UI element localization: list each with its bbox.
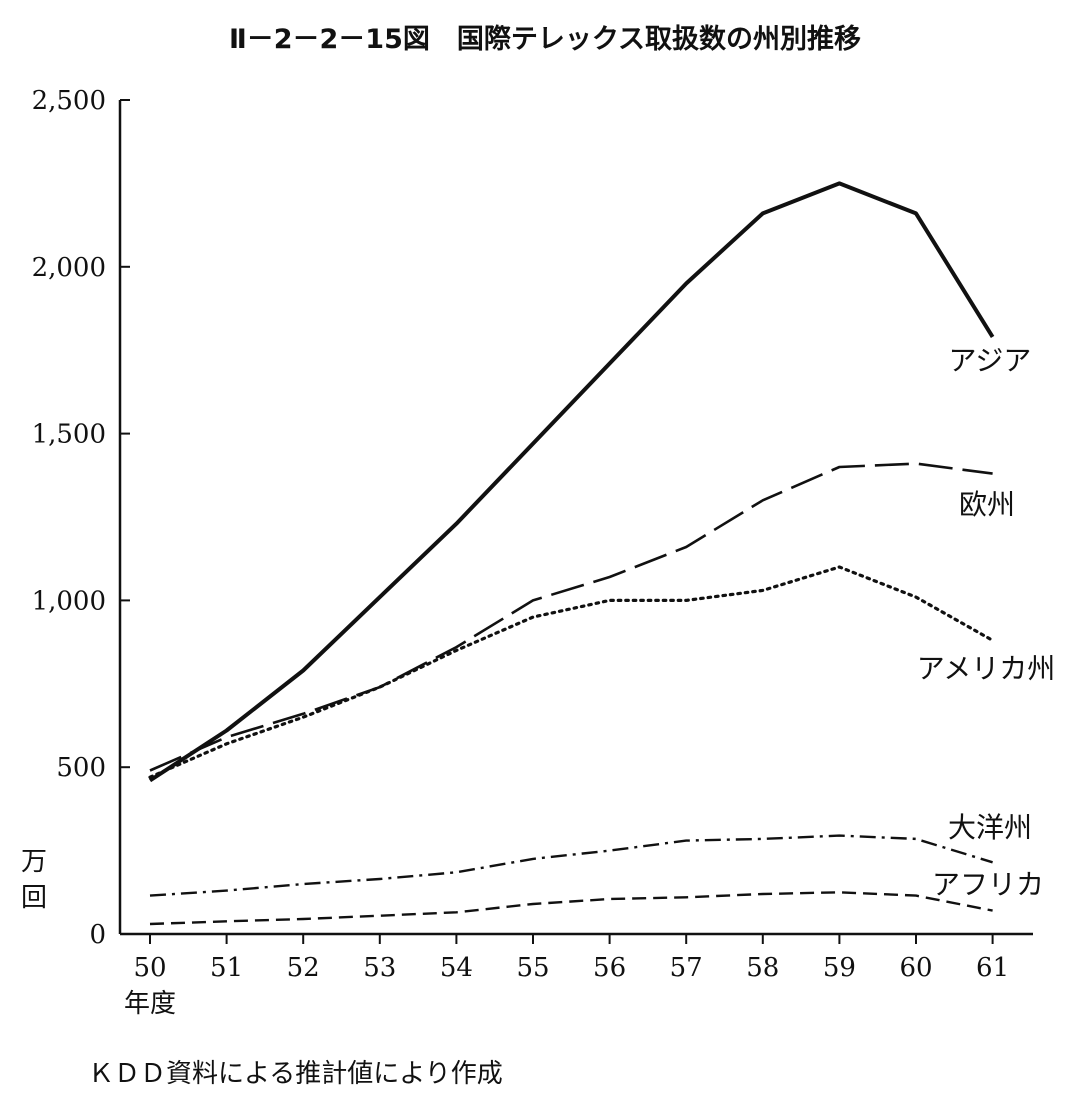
series-label-5: アフリカ (932, 868, 1044, 901)
series-line-1 (148, 181, 995, 783)
x-tick-label: 54 (440, 953, 473, 983)
x-tick-label: 53 (363, 953, 396, 983)
series-lines (148, 181, 995, 926)
y-tick-label: 2,000 (32, 253, 106, 283)
y-tick-label: 1,500 (32, 420, 106, 450)
y-tick-label: 0 (89, 920, 106, 950)
y-axis-ticks: 0 500 1,000 1,500 2,000 2,500 (32, 86, 130, 950)
x-tick-label: 50 (133, 953, 166, 983)
x-tick-label: 60 (899, 953, 932, 983)
x-tick-label: 51 (210, 953, 243, 983)
x-tick-label: 55 (516, 953, 549, 983)
axes (118, 100, 1033, 936)
x-tick-label: 57 (670, 953, 703, 983)
y-tick-label: 500 (56, 753, 106, 783)
y-unit-bottom: 回 (21, 883, 47, 913)
series-line-4 (149, 834, 993, 897)
series-line-2 (149, 462, 993, 772)
x-tick-label: 56 (593, 953, 626, 983)
y-unit-top: 万 (21, 847, 47, 877)
series-line-5 (149, 891, 993, 926)
series-label-2: 欧州 (959, 488, 1015, 521)
x-unit-label: 年度 (124, 989, 176, 1019)
source-note: ＫＤＤ資料による推計値により作成 (88, 1059, 503, 1089)
series-label-4: 大洋州 (948, 811, 1032, 844)
x-tick-label: 52 (287, 953, 320, 983)
x-tick-label: 59 (823, 953, 856, 983)
series-label-1: アジア (949, 344, 1032, 377)
chart-title: Ⅱ－2－2－15図 国際テレックス取扱数の州別推移 (229, 24, 861, 55)
x-tick-label: 58 (746, 953, 779, 983)
series-line-3 (148, 565, 995, 779)
y-tick-label: 1,000 (32, 586, 106, 616)
y-tick-label: 2,500 (32, 86, 106, 116)
x-tick-label: 61 (976, 953, 1009, 983)
x-axis-ticks: 50 51 52 53 54 55 56 57 58 59 60 61 (133, 934, 1009, 983)
series-label-3: アメリカ州 (917, 652, 1056, 685)
